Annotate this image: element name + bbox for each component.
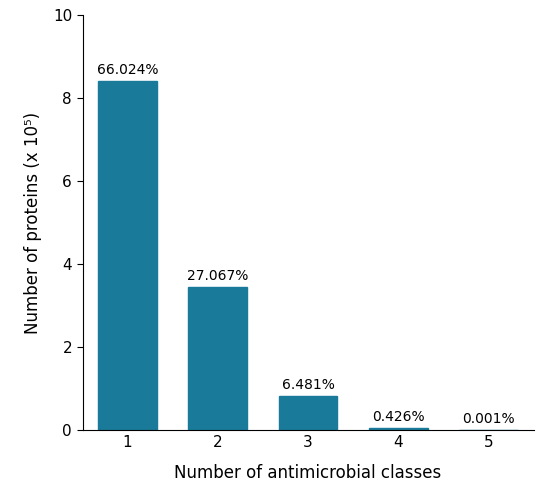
Bar (369, 428, 427, 430)
Bar (279, 396, 337, 430)
Text: 66.024%: 66.024% (97, 63, 158, 77)
Text: 6.481%: 6.481% (282, 378, 334, 392)
Bar (189, 287, 247, 430)
Text: 27.067%: 27.067% (187, 268, 249, 282)
Text: 0.426%: 0.426% (372, 410, 425, 424)
X-axis label: Number of antimicrobial classes: Number of antimicrobial classes (174, 464, 442, 482)
Y-axis label: Number of proteins (x 10⁵): Number of proteins (x 10⁵) (24, 112, 42, 334)
Bar (98, 82, 157, 430)
Text: 0.001%: 0.001% (462, 412, 515, 426)
